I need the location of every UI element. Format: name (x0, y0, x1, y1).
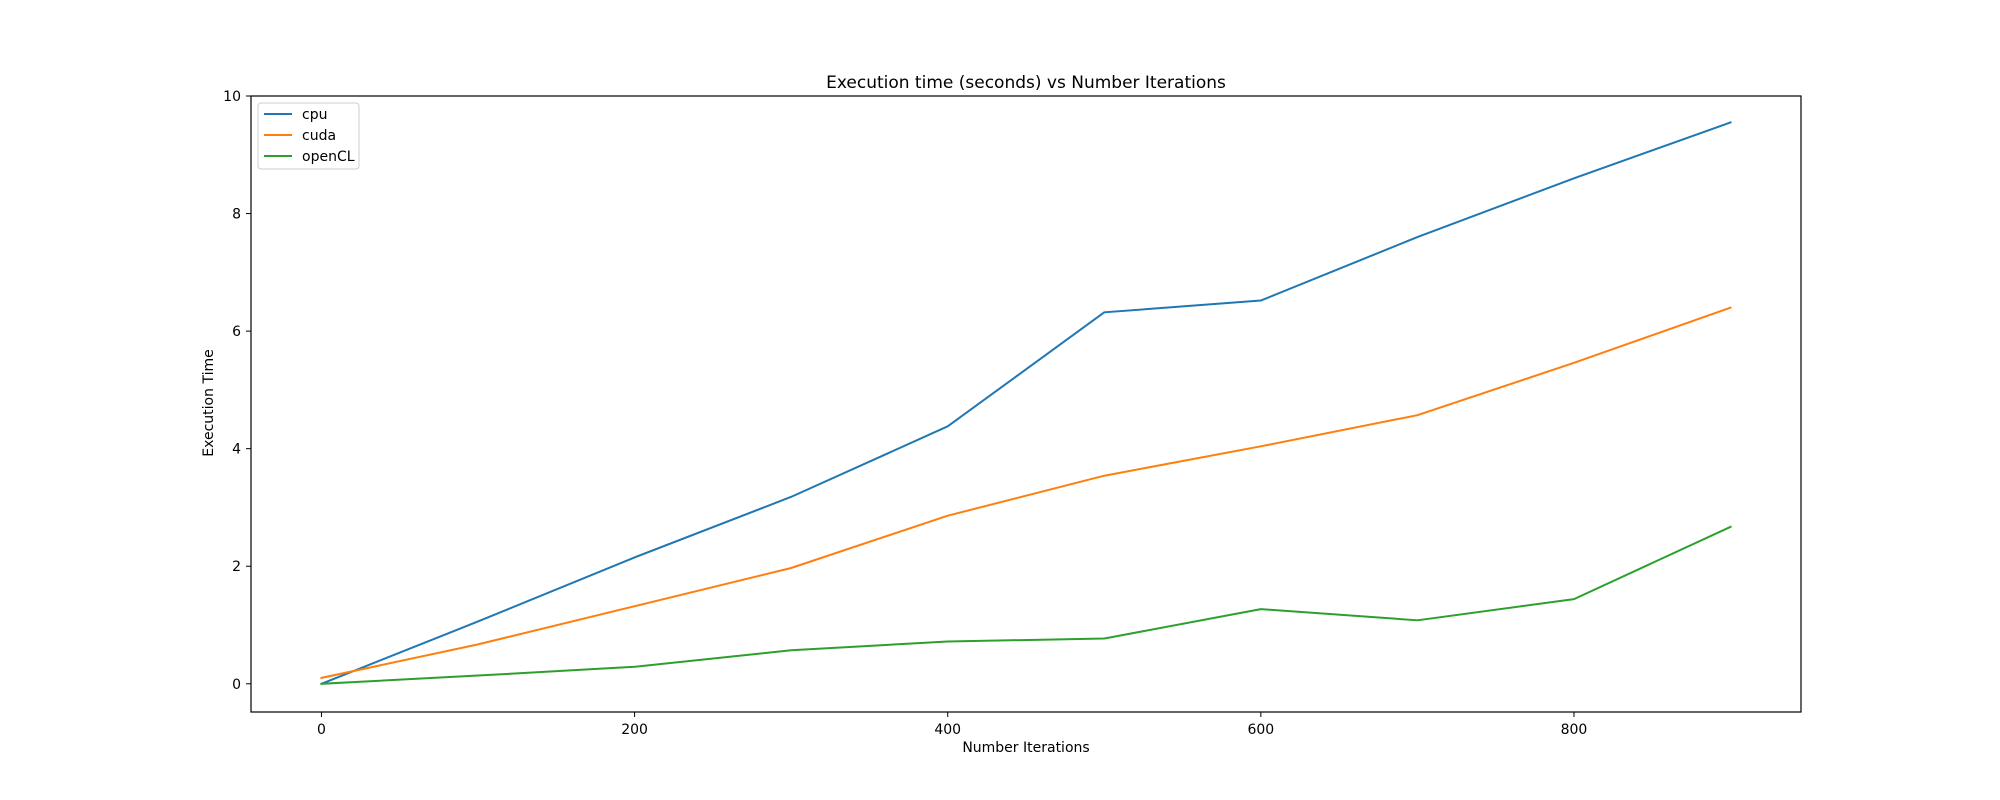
y-tick-label: 10 (223, 89, 241, 105)
x-axis-label: Number Iterations (962, 740, 1089, 756)
x-tick-label: 400 (934, 722, 961, 738)
x-tick-label: 800 (1561, 722, 1588, 738)
y-tick-label: 0 (232, 677, 241, 693)
series-line-openCL (320, 525, 1732, 685)
x-tick-label: 600 (1247, 722, 1274, 738)
y-tick-label: 2 (232, 559, 241, 575)
y-tick-label: 6 (232, 324, 241, 340)
chart-title: Execution time (seconds) vs Number Itera… (826, 73, 1226, 93)
x-tick-label: 200 (621, 722, 648, 738)
legend-box (257, 102, 360, 170)
y-tick-label: 8 (232, 207, 241, 223)
plot-area: 0 200 400 600 800 0 2 4 6 8 10 (223, 89, 1802, 738)
plot-frame (250, 95, 1802, 713)
y-axis-label: Execution Time (201, 349, 217, 456)
legend-label-openCL: openCL (302, 149, 355, 165)
legend: cpu cuda openCL (257, 102, 360, 170)
series-line-cpu (320, 121, 1732, 686)
legend-label-cpu: cpu (302, 107, 327, 123)
x-tick-label: 0 (317, 722, 326, 738)
series-line-cuda (320, 306, 1732, 680)
y-tick-label: 4 (232, 442, 241, 458)
legend-label-cuda: cuda (302, 128, 336, 144)
